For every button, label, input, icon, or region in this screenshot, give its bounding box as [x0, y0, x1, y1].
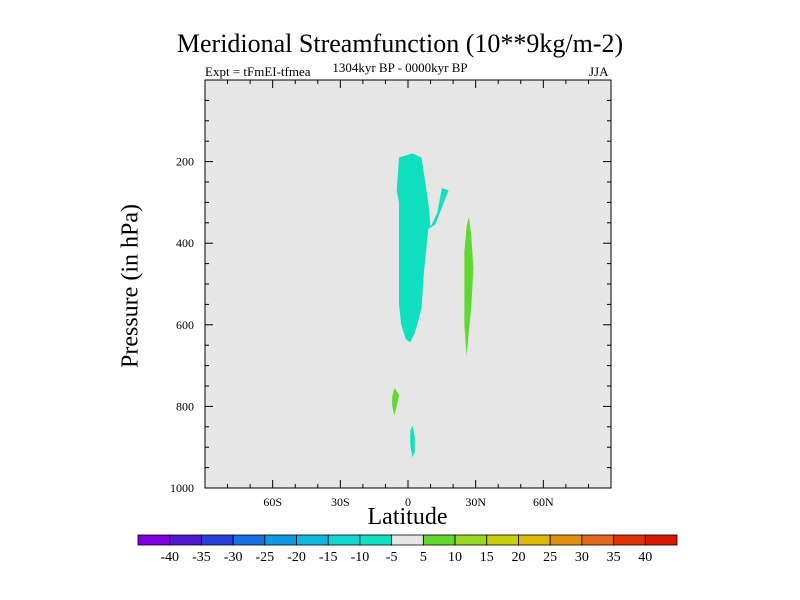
- x-axis-title: Latitude: [367, 504, 448, 530]
- experiment-label: Expt = tFmEI-tfmea: [205, 64, 311, 79]
- y-tick-label-600: 600: [176, 318, 194, 332]
- colorbar-swatch: [327, 534, 361, 546]
- colorbar-swatch: [137, 534, 171, 546]
- colorbar-swatch: [264, 534, 297, 546]
- y-tick-label-1000: 1000: [170, 481, 194, 495]
- colorbar-label: -40: [160, 550, 179, 565]
- colorbar-swatch: [549, 534, 583, 546]
- colorbar-label: -20: [287, 550, 306, 565]
- axis-ticks: 200 400 600 800 1000 60S 30S 0 30N 60N: [170, 80, 611, 509]
- colorbar-label: 5: [420, 550, 427, 565]
- colorbar-label: 25: [543, 550, 557, 565]
- x-tick-label-60S: 60S: [263, 495, 282, 509]
- y-tick-label-200: 200: [176, 155, 194, 169]
- contour-region-positive-cell-upper: [464, 216, 474, 357]
- colorbar-label: 35: [607, 550, 621, 565]
- colorbar-swatch: [391, 534, 424, 546]
- colorbar-swatch: [422, 534, 456, 546]
- colorbar-label: -25: [255, 550, 274, 565]
- colorbar-swatch: [359, 534, 393, 546]
- colorbar-swatch: [644, 534, 678, 546]
- y-tick-label-400: 400: [176, 236, 194, 250]
- colorbar-label: 10: [448, 550, 462, 565]
- colorbar-label: -10: [351, 550, 370, 565]
- colorbar-label: 20: [511, 550, 525, 565]
- colorbar-swatch: [201, 534, 234, 546]
- x-tick-label-0: 0: [405, 495, 411, 509]
- colorbar-swatch: [169, 534, 202, 546]
- colorbar-label: -5: [386, 550, 398, 565]
- colorbar: -40 -35 -30 -25 -20 -15 -10 -5 5 10 15 20 25 30 35 40: [137, 534, 678, 565]
- chart-subtitle: 1304kyr BP - 0000kyr BP: [332, 60, 468, 75]
- colorbar-label: -15: [319, 550, 338, 565]
- contour-regions: [392, 153, 474, 458]
- colorbar-swatch: [581, 534, 614, 546]
- colorbar-label: 15: [480, 550, 494, 565]
- contour-region-negative-cell-lower: [410, 425, 415, 458]
- colorbar-swatch: [613, 534, 646, 546]
- colorbar-label: 30: [575, 550, 589, 565]
- colorbar-swatch: [486, 534, 519, 546]
- contour-region-positive-cell-lower: [392, 388, 399, 416]
- colorbar-swatch: [518, 534, 551, 546]
- colorbar-label: -35: [192, 550, 211, 565]
- colorbar-swatch: [232, 534, 266, 546]
- contour-region-negative-cell-main: [396, 153, 449, 343]
- colorbar-swatch: [454, 534, 488, 546]
- x-tick-label-30N: 30N: [465, 495, 486, 509]
- y-tick-label-800: 800: [176, 399, 194, 413]
- colorbar-swatch: [296, 534, 329, 546]
- colorbar-label: 40: [638, 550, 652, 565]
- x-tick-label-60N: 60N: [533, 495, 554, 509]
- x-tick-label-30S: 30S: [331, 495, 350, 509]
- chart-title: Meridional Streamfunction (10**9kg/m-2): [176, 29, 624, 58]
- season-label: JJA: [589, 64, 609, 79]
- colorbar-label: -30: [224, 550, 243, 565]
